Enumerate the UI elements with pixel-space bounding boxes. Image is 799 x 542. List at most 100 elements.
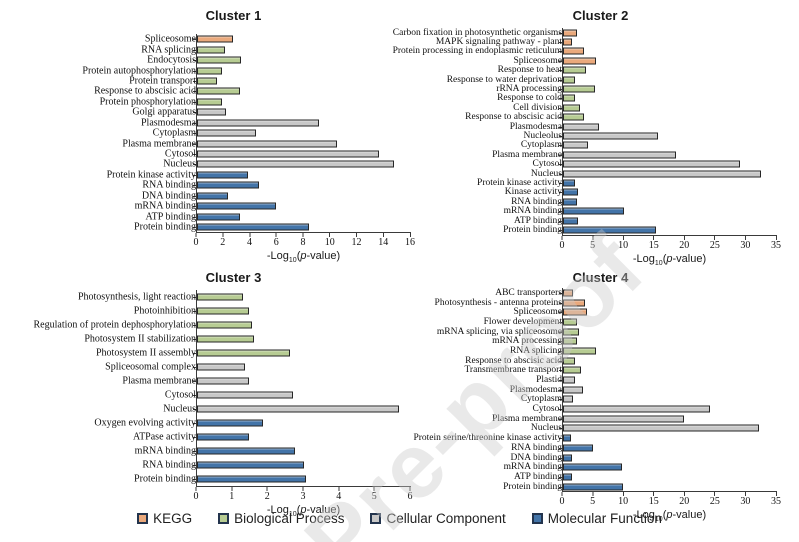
legend-label: Molecular Function — [547, 511, 662, 526]
bar-row: RNA binding — [142, 458, 411, 472]
bar-row: Protein processing in endoplasmic reticu… — [393, 46, 777, 56]
bar-row: MAPK signaling pathway - plant — [436, 37, 777, 47]
x-axis-label: -Log10(p-value) — [632, 509, 707, 524]
category-label: Response to water deprivation — [446, 74, 562, 85]
cluster4-chart: Cluster 4 ABC transporters Photosynthesis… — [412, 268, 781, 524]
bar-row: rRNA processing — [496, 84, 777, 94]
category-label: mRNA binding — [503, 206, 562, 217]
category-label: mRNA processing — [492, 336, 562, 347]
category-label: Protein serine/threonine kinase activity — [413, 433, 562, 444]
bar-cc — [563, 151, 677, 159]
category-label: Protein phosphorylation — [99, 96, 196, 108]
bar-mf — [197, 433, 249, 441]
bar-row: Plasmodesma — [141, 117, 411, 128]
bar-bp — [563, 66, 586, 74]
category-label: Plasmodesma — [509, 384, 562, 395]
x-tick: 3 — [301, 487, 306, 502]
x-tick: 6 — [274, 233, 279, 248]
category-label: Endocytosis — [147, 54, 196, 66]
bar-bp — [197, 87, 240, 95]
bar-kegg — [563, 29, 577, 37]
category-label: Carbon fixation in photosynthetic organi… — [392, 27, 562, 38]
bars-area: Carbon fixation in photosynthetic organi… — [393, 28, 777, 236]
category-label: Plasma membrane — [492, 413, 562, 424]
bar-row: Carbon fixation in photosynthetic organi… — [393, 28, 777, 38]
bars-area: Spliceosome RNA splicing Endocytosis Protei… — [82, 34, 411, 234]
x-axis-label: -Log10(p-value) — [266, 504, 341, 519]
bar-kegg — [197, 35, 234, 43]
category-label: Protein binding — [503, 481, 562, 492]
bar-row: Response to abscisic acid — [465, 356, 777, 366]
bar-cc — [563, 376, 576, 384]
category-label: mRNA binding — [134, 445, 196, 457]
bar-bp — [197, 349, 290, 357]
bar-row: Photosynthesis, light reaction — [78, 290, 411, 304]
bar-bp — [563, 318, 577, 326]
x-tick: 2 — [220, 233, 225, 248]
bar-cc — [197, 405, 399, 413]
bar-row: Protein serine/threonine kinase activity — [413, 433, 777, 443]
bar-row: ATPase activity — [133, 430, 411, 444]
bar-mf — [563, 483, 623, 491]
bar-row: Spliceosome — [513, 307, 777, 317]
bar-row: ATP binding — [514, 472, 777, 482]
bar-mf — [197, 181, 259, 189]
plot-area: Photosynthesis, light reaction Photoinhib… — [12, 288, 413, 519]
category-label: Protein kinase activity — [477, 177, 562, 188]
x-tick: 15 — [649, 492, 659, 507]
x-tick: 0 — [560, 492, 565, 507]
bar-kegg — [563, 38, 573, 46]
bar-bp — [197, 321, 253, 329]
bar-mf — [197, 447, 296, 455]
category-label: Response to abscisic acid — [465, 112, 562, 123]
category-label: Plasmodesma — [141, 117, 196, 129]
bar-row: Protein kinase activity — [107, 169, 411, 180]
bar-row: Photosystem II assembly — [96, 346, 411, 360]
category-label: ATP binding — [514, 215, 562, 226]
bar-row: Spliceosome — [513, 56, 777, 66]
category-label: Nucleus — [163, 403, 196, 415]
bar-row: Flower development — [484, 317, 777, 327]
bar-row: mRNA binding — [504, 206, 777, 216]
category-label: Protein binding — [503, 224, 562, 235]
bar-mf — [563, 444, 593, 452]
category-label: Photosynthesis, light reaction — [77, 291, 196, 303]
x-axis-ticks: 0 5 10 15 20 25 30 35 — [560, 235, 781, 253]
bar-bp — [197, 56, 242, 64]
bar-row: Protein phosphorylation — [100, 96, 411, 107]
bar-row: ATP binding — [146, 211, 411, 222]
chart-title: Cluster 2 — [572, 8, 629, 23]
x-tick: 14 — [378, 233, 388, 248]
bar-cc — [563, 415, 684, 423]
category-label: Protein transport — [129, 75, 196, 87]
x-axis-ticks: 0 2 4 6 8 10 12 14 16 — [194, 233, 415, 250]
bar-row: Protein binding — [503, 482, 777, 492]
bar-bp — [197, 77, 218, 85]
bars-area: Photosynthesis, light reaction Photoinhib… — [34, 290, 411, 487]
bar-kegg — [563, 57, 596, 65]
bar-bp — [563, 94, 576, 102]
bar-mf — [563, 198, 578, 206]
chart-title: Cluster 1 — [205, 8, 262, 23]
bar-row: DNA binding — [142, 190, 411, 201]
legend-item-kegg: KEGG — [137, 511, 192, 526]
category-label: Plasmodesma — [509, 121, 562, 132]
category-label: Golgi apparatus — [132, 106, 196, 118]
category-label: ATP binding — [514, 471, 562, 482]
bar-cc — [197, 160, 394, 168]
x-tick: 5 — [590, 492, 595, 507]
bar-row: RNA binding — [511, 197, 777, 207]
category-label: Spliceosome — [513, 307, 562, 318]
category-label: Transmembrane transport — [464, 365, 562, 376]
category-label: Spliceosomal complex — [105, 361, 196, 373]
category-label: Photosynthesis - antenna proteins — [434, 297, 562, 308]
category-label: Response to cold — [497, 93, 562, 104]
bar-row: Photoinhibition — [134, 304, 411, 318]
bar-bp — [197, 67, 223, 75]
bar-row: Cytosol — [165, 149, 411, 160]
bar-row: mRNA binding — [135, 444, 411, 458]
category-label: Photosystem II assembly — [96, 347, 196, 359]
category-label: RNA binding — [511, 196, 562, 207]
bar-cc — [563, 405, 710, 413]
